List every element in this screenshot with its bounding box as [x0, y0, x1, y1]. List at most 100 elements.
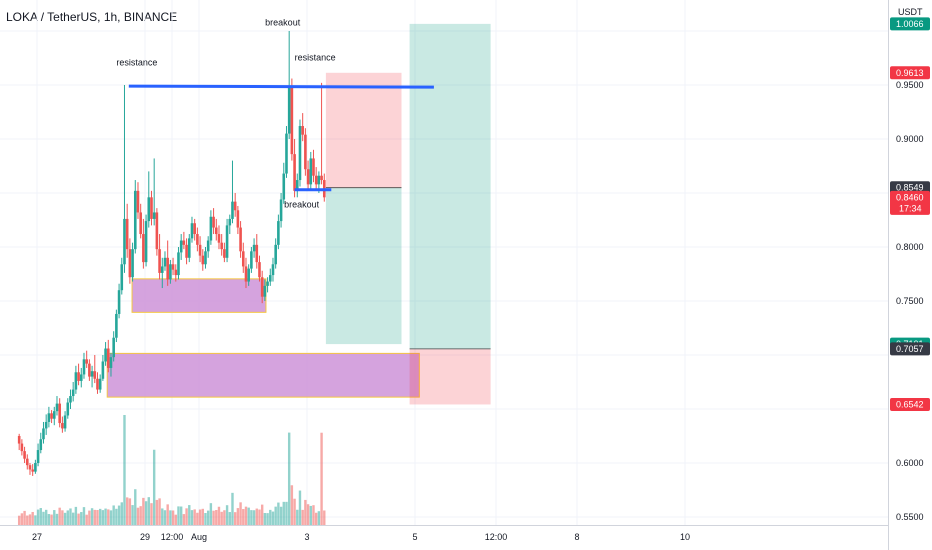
volume-bar [198, 509, 202, 525]
volume-bar [177, 506, 180, 525]
volume-bar [163, 510, 167, 525]
volume-bar [323, 510, 326, 525]
volume-bar [269, 509, 272, 525]
time-tick-label: Aug [191, 532, 207, 542]
candle-body [128, 249, 132, 278]
volume-bar [61, 510, 64, 525]
candle-body [74, 372, 78, 390]
volume-bar [101, 510, 105, 525]
volume-bar [185, 508, 188, 525]
candle-body [266, 281, 269, 286]
candle-body [17, 436, 21, 444]
candle-body [312, 158, 315, 176]
volume-bar [287, 432, 291, 525]
volume-bar [69, 508, 72, 525]
volume-bar [306, 504, 310, 525]
volume-bar [136, 507, 140, 525]
candle-body [241, 251, 245, 267]
candle-body [101, 361, 105, 379]
candle-body [39, 439, 43, 451]
support-zone [131, 278, 267, 313]
candle-body [255, 244, 259, 263]
candle-body [42, 428, 45, 440]
candle-body [158, 249, 161, 273]
volume-bar [260, 504, 264, 525]
volume-bar [131, 505, 134, 525]
candle-body [185, 244, 188, 258]
volume-bar [158, 498, 161, 525]
volume-bar [82, 507, 86, 525]
candle-body [285, 133, 288, 174]
candle-body [115, 313, 118, 338]
candle-body [214, 227, 218, 235]
candle-body [279, 199, 283, 222]
candle-body [112, 337, 115, 358]
volume-bar [228, 512, 231, 525]
candle-body [109, 357, 113, 368]
volume-bar [161, 508, 164, 525]
volume-bar [53, 510, 56, 525]
candle-body [160, 266, 164, 273]
volume-bar [44, 509, 48, 525]
candle-body [263, 285, 267, 297]
volume-bar [36, 509, 40, 525]
volume-bar [147, 497, 150, 525]
volume-bar [179, 506, 183, 525]
volume-bar [55, 513, 59, 525]
volume-bar [42, 511, 45, 525]
stop-loss-area [325, 72, 402, 188]
candle-body [93, 371, 97, 379]
volume-bar [125, 497, 129, 525]
volume-bar [242, 509, 245, 525]
volume-bar [190, 510, 194, 525]
candle-body [58, 403, 61, 424]
volume-bar [77, 513, 80, 525]
time-tick-label: 8 [574, 532, 579, 542]
volume-bar [155, 499, 159, 525]
price-tick-label: 0.6000 [896, 458, 924, 468]
volume-bar [63, 512, 67, 525]
candle-body [277, 221, 280, 245]
candle-body [187, 238, 191, 258]
volume-bar [71, 512, 75, 525]
candle-body [52, 411, 56, 419]
volume-bar [209, 503, 213, 525]
countdown-label: 17:34 [899, 203, 922, 213]
volume-bar [171, 510, 175, 525]
volume-bar [93, 509, 96, 525]
candle-body [304, 134, 307, 170]
candle-body [201, 255, 205, 265]
volume-bar [120, 502, 123, 525]
time-tick-label: 10 [680, 532, 690, 542]
volume-bar [317, 511, 321, 525]
candle-body [61, 423, 64, 429]
candle-body [90, 371, 94, 377]
price-tick-label: 0.9500 [896, 80, 924, 90]
volume-bar [282, 501, 285, 525]
time-tick-label: 27 [32, 532, 42, 542]
volume-bar [212, 510, 215, 525]
candle-body [236, 210, 240, 228]
candle-body [190, 223, 194, 239]
candle-body [177, 252, 180, 276]
candle-body [298, 126, 302, 181]
candle-body [31, 469, 34, 472]
time-tick-label: 12:00 [161, 532, 184, 542]
time-tick-label: 5 [412, 532, 417, 542]
volume-bar [50, 514, 53, 525]
candle-body [142, 234, 145, 263]
candle-body [293, 154, 296, 191]
volume-bar [20, 513, 24, 525]
volume-bar [182, 514, 186, 525]
volume-bar [250, 510, 253, 525]
price-badge-label: 0.8460 [896, 192, 924, 202]
volume-bar [142, 497, 145, 525]
annotation-label: resistance [295, 53, 336, 63]
annotation-label: breakout [265, 18, 301, 28]
volume-bar [150, 503, 153, 525]
price-badge [890, 342, 930, 356]
volume-bar [115, 508, 118, 525]
chart-title: LOKA / TetherUS, 1h, BINANCE [6, 10, 178, 24]
volume-bar [223, 510, 226, 525]
